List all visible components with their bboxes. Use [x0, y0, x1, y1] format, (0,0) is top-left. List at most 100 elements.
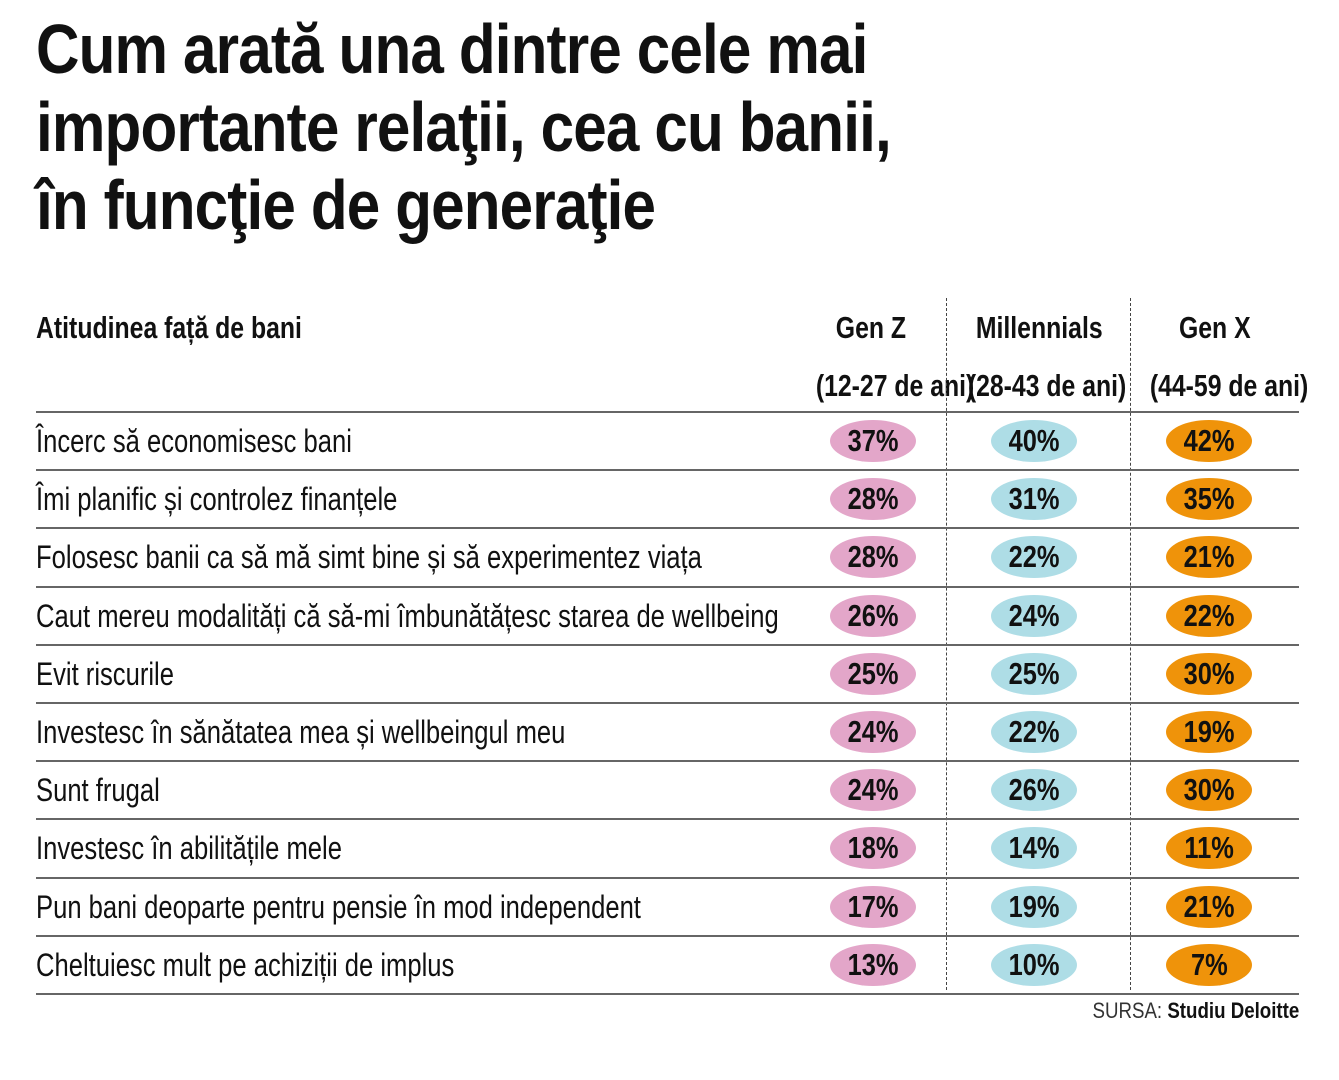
- value-label: 22%: [1008, 539, 1060, 575]
- row-divider: [36, 411, 1299, 413]
- row-divider: [36, 818, 1299, 821]
- title-line: Cum arată una dintre cele mai: [36, 10, 868, 88]
- value-pill-gen-x: 42%: [1166, 420, 1252, 462]
- row-label: Evit riscurile: [36, 645, 208, 703]
- column-age-range: (44-59 de ani): [1130, 368, 1309, 404]
- row-label-text: Îmi planific și controlez finanțele: [36, 481, 398, 518]
- value-pill-gen-z: 18%: [830, 827, 916, 870]
- row-label-text: Evit riscurile: [36, 655, 174, 692]
- row-divider: [36, 702, 1299, 704]
- value-label: 11%: [1184, 830, 1234, 866]
- value-label: 17%: [847, 888, 899, 924]
- row-label: Caut mereu modalități că să-mi îmbunătăț…: [36, 587, 964, 645]
- source-name: Studiu Deloitte: [1167, 998, 1299, 1023]
- value-label: 31%: [1008, 481, 1060, 517]
- value-pill-gen-x: 7%: [1166, 943, 1252, 986]
- column-age-text: (28-43 de ani): [967, 368, 1127, 403]
- row-label: Încerc să economisesc bani: [36, 412, 431, 470]
- value-pill-gen-z: 24%: [830, 711, 916, 753]
- source-prefix: SURSA:: [1092, 998, 1162, 1023]
- column-name: Gen Z: [796, 310, 946, 346]
- value-label: 19%: [1008, 888, 1060, 924]
- value-label: 37%: [847, 423, 899, 458]
- column-name: Millennials: [948, 310, 1130, 346]
- column-age-range: (12-27 de ani): [796, 368, 975, 404]
- row-label: Pun bani deoparte pentru pensie în mod i…: [36, 878, 792, 936]
- value-label: 28%: [847, 481, 899, 517]
- value-pill-gen-x: 21%: [1166, 885, 1252, 928]
- value-label: 35%: [1183, 481, 1235, 517]
- value-label: 21%: [1183, 888, 1235, 924]
- page-title: Cum arată una dintre cele mai importante…: [36, 10, 982, 244]
- row-label-text: Folosesc banii ca să mă simt bine și să …: [36, 539, 702, 576]
- row-divider: [36, 876, 1299, 879]
- column-age-text: (44-59 de ani): [1149, 368, 1309, 403]
- title-line: în funcţie de generaţie: [36, 166, 656, 244]
- row-label-text: Cheltuiesc mult pe achiziții de implus: [36, 946, 455, 983]
- value-label: 24%: [1008, 597, 1060, 633]
- column-age-text: (12-27 de ani): [815, 368, 975, 403]
- value-pill-millennials: 26%: [991, 769, 1077, 812]
- value-pill-gen-x: 19%: [1166, 711, 1252, 753]
- value-pill-gen-z: 24%: [830, 769, 916, 812]
- value-label: 24%: [847, 772, 899, 808]
- row-header: Atitudinea față de bani: [36, 310, 368, 346]
- row-divider: [36, 527, 1299, 530]
- row-label-text: Investesc în sănătatea mea și wellbeingu…: [36, 714, 566, 750]
- value-pill-millennials: 24%: [991, 594, 1077, 637]
- column-name-text: Gen X: [1179, 310, 1251, 345]
- value-label: 19%: [1183, 714, 1235, 749]
- value-pill-gen-x: 35%: [1166, 478, 1252, 521]
- row-divider: [36, 643, 1299, 646]
- value-label: 25%: [1008, 655, 1060, 691]
- value-label: 13%: [847, 946, 899, 982]
- column-name: Gen X: [1130, 310, 1300, 346]
- value-label: 22%: [1183, 597, 1235, 633]
- value-pill-gen-z: 28%: [830, 478, 916, 521]
- row-label-text: Sunt frugal: [36, 772, 160, 809]
- value-pill-gen-x: 21%: [1166, 536, 1252, 579]
- value-pill-millennials: 22%: [991, 536, 1077, 579]
- value-pill-millennials: 14%: [991, 827, 1077, 870]
- value-pill-gen-z: 17%: [830, 885, 916, 928]
- row-header-text: Atitudinea față de bani: [36, 310, 302, 345]
- row-label-text: Încerc să economisesc bani: [36, 423, 352, 459]
- value-label: 7%: [1190, 946, 1228, 982]
- source-credit: SURSA: Studiu Deloitte: [1056, 998, 1299, 1024]
- row-label-text: Caut mereu modalități că să-mi îmbunătăț…: [36, 597, 779, 634]
- value-label: 26%: [1008, 772, 1060, 808]
- value-pill-gen-x: 11%: [1166, 827, 1252, 870]
- value-label: 14%: [1008, 830, 1060, 866]
- value-pill-millennials: 25%: [991, 652, 1077, 695]
- value-pill-gen-x: 22%: [1166, 594, 1252, 637]
- column-age-range: (28-43 de ani): [948, 368, 1130, 404]
- row-divider: [36, 469, 1299, 472]
- value-pill-gen-z: 13%: [830, 943, 916, 986]
- value-pill-millennials: 22%: [991, 711, 1077, 753]
- row-divider: [36, 760, 1299, 763]
- value-label: 25%: [847, 655, 899, 691]
- row-label: Cheltuiesc mult pe achiziții de implus: [36, 936, 559, 994]
- value-label: 40%: [1008, 423, 1060, 458]
- row-divider: [36, 585, 1299, 588]
- row-label-text: Investesc în abilitățile mele: [36, 830, 342, 867]
- value-pill-gen-z: 37%: [830, 420, 916, 462]
- value-pill-gen-z: 26%: [830, 594, 916, 637]
- value-pill-millennials: 19%: [991, 885, 1077, 928]
- row-label: Sunt frugal: [36, 761, 191, 819]
- value-label: 42%: [1183, 423, 1235, 458]
- value-label: 28%: [847, 539, 899, 575]
- value-label: 18%: [847, 830, 899, 866]
- row-label: Îmi planific și controlez finanțele: [36, 470, 488, 528]
- row-divider: [36, 934, 1299, 937]
- value-pill-millennials: 10%: [991, 943, 1077, 986]
- row-label: Investesc în sănătatea mea și wellbeingu…: [36, 703, 698, 761]
- title-line: importante relaţii, cea cu banii,: [36, 88, 892, 166]
- value-pill-gen-x: 30%: [1166, 652, 1252, 695]
- value-label: 24%: [847, 714, 899, 749]
- column-name-text: Millennials: [975, 310, 1103, 345]
- value-label: 10%: [1008, 946, 1060, 982]
- value-pill-millennials: 31%: [991, 478, 1077, 521]
- value-pill-gen-x: 30%: [1166, 769, 1252, 812]
- row-label: Investesc în abilitățile mele: [36, 819, 418, 877]
